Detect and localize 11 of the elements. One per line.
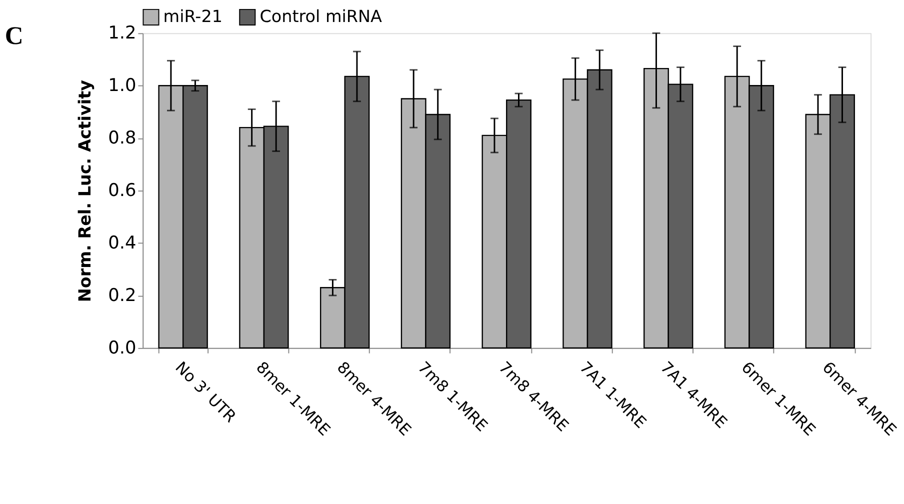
y-tick-label: 0.2 [108,286,136,306]
legend-label: miR-21 [163,6,222,26]
y-tick-label: 0.8 [108,128,136,148]
y-tick-label: 1.0 [108,76,136,96]
y-tick-label: 0.4 [108,233,136,254]
y-axis-title: Norm. Rel. Luc. Activity [74,80,94,302]
y-tick-label: 0.6 [108,180,136,201]
legend-label: Control miRNA [260,6,382,26]
text: C [4,20,24,50]
y-tick-label: 0.0 [108,338,136,358]
y-tick-label: 1.2 [108,24,136,44]
